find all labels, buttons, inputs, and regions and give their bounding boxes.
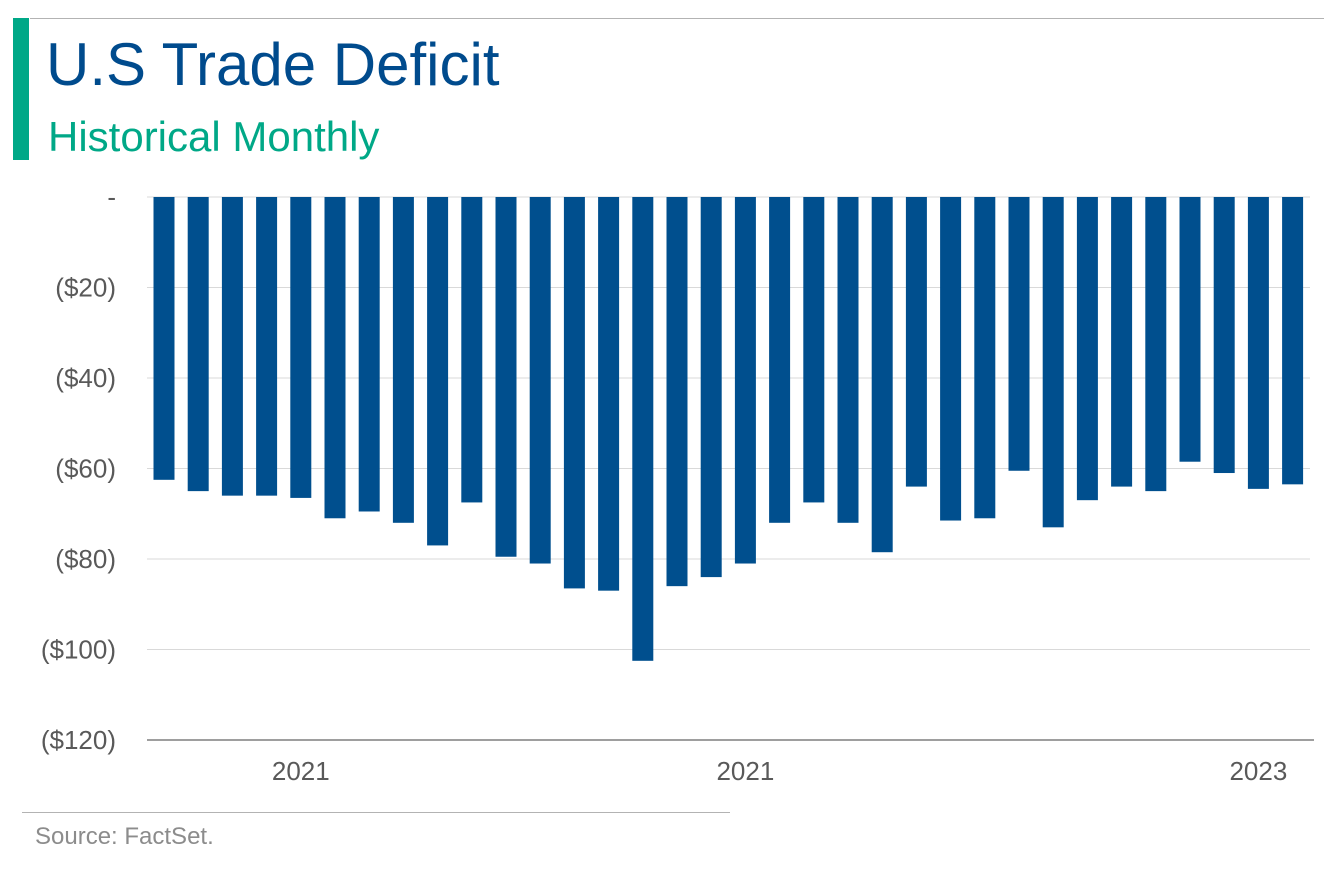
bar: [392, 197, 414, 523]
chart-title: U.S Trade Deficit: [46, 31, 500, 98]
accent-bar: [13, 18, 29, 160]
y-tick-label: ($100): [41, 635, 116, 665]
bar: [427, 197, 449, 546]
bar: [1145, 197, 1167, 492]
x-tick-label: 2023: [1229, 756, 1287, 786]
bar: [632, 197, 654, 661]
y-tick-label: ($80): [55, 544, 116, 574]
top-rule: [30, 18, 1324, 19]
bar: [256, 197, 278, 496]
bar: [563, 197, 585, 589]
bar: [1111, 197, 1133, 487]
bar: [1213, 197, 1235, 474]
bar: [837, 197, 859, 523]
bar: [1076, 197, 1098, 501]
bar: [495, 197, 517, 557]
bar: [221, 197, 243, 496]
bar: [529, 197, 551, 564]
bar: [734, 197, 756, 564]
bar: [598, 197, 620, 591]
source-note: Source: FactSet.: [35, 823, 214, 850]
bar: [940, 197, 962, 521]
x-tick-label: 2021: [272, 756, 330, 786]
bar: [1247, 197, 1269, 489]
bar: [153, 197, 175, 480]
bar: [358, 197, 380, 512]
bar: [700, 197, 722, 578]
bar: [974, 197, 996, 519]
bar: [290, 197, 312, 498]
bars: [153, 197, 1304, 661]
bar: [803, 197, 825, 503]
bar: [769, 197, 791, 523]
bar: [1282, 197, 1304, 485]
y-tick-label: ($40): [55, 363, 116, 393]
bar: [324, 197, 346, 519]
source-rule: [22, 812, 730, 813]
bar: [187, 197, 209, 492]
bar: [461, 197, 483, 503]
bar: [1008, 197, 1030, 471]
y-tick-label: ($20): [55, 273, 116, 303]
bar: [871, 197, 893, 553]
y-tick-label: ($60): [55, 454, 116, 484]
tick-labels: - ($20) ($40) ($60) ($80) ($100) ($120) 2021 202…: [41, 182, 1287, 786]
gridlines: [147, 196, 1310, 650]
y-tick-label: -: [107, 182, 116, 212]
bar: [905, 197, 927, 487]
bar: [1179, 197, 1201, 462]
y-tick-label: ($120): [41, 725, 116, 755]
bar: [1042, 197, 1064, 528]
x-tick-label: 2021: [716, 756, 774, 786]
bar: [666, 197, 688, 587]
chart-subtitle: Historical Monthly: [48, 113, 380, 160]
